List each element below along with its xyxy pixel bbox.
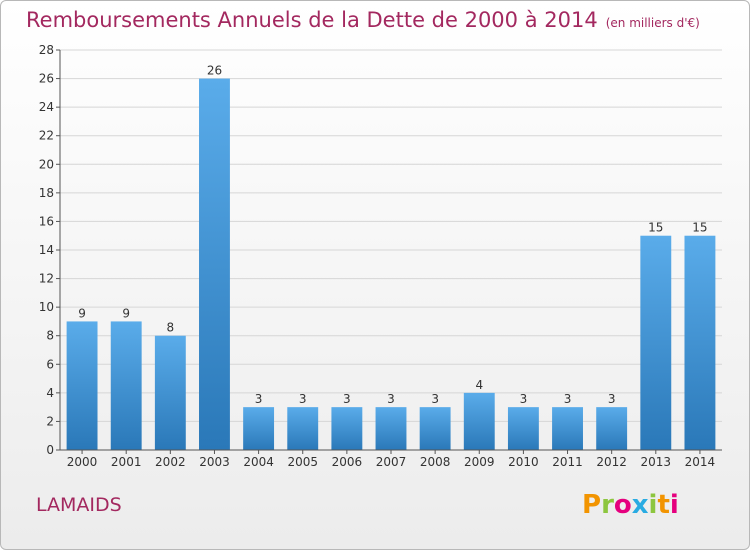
y-tick-label: 20 xyxy=(39,157,54,171)
data-label-2005: 3 xyxy=(299,392,307,406)
y-tick-label: 2 xyxy=(46,414,54,428)
bar-2014 xyxy=(684,235,716,450)
x-tick-label-2012: 2012 xyxy=(596,455,627,469)
bar-2008 xyxy=(419,407,451,450)
y-tick-label: 16 xyxy=(39,214,54,228)
x-tick-label-2014: 2014 xyxy=(685,455,716,469)
chart-title: Remboursements Annuels de la Dette de 20… xyxy=(26,8,700,32)
bar-2010 xyxy=(507,407,539,450)
logo-letter: i xyxy=(669,490,679,520)
unit-note: (en milliers d'€) xyxy=(605,16,700,30)
x-tick-label-2006: 2006 xyxy=(332,455,363,469)
place-name: LAMAIDS xyxy=(36,494,122,516)
x-tick-label-2005: 2005 xyxy=(287,455,318,469)
x-tick-label-2013: 2013 xyxy=(641,455,672,469)
bar-2009 xyxy=(463,392,495,450)
data-label-2007: 3 xyxy=(387,392,395,406)
x-tick-label-2008: 2008 xyxy=(420,455,451,469)
proxiti-logo: Proxiti xyxy=(582,490,679,520)
y-tick-label: 22 xyxy=(39,129,54,143)
x-tick-label-2003: 2003 xyxy=(199,455,230,469)
data-label-2010: 3 xyxy=(520,392,528,406)
y-tick-label: 14 xyxy=(39,243,54,257)
bar-2005 xyxy=(287,407,319,450)
bar-2013 xyxy=(640,235,672,450)
data-label-2014: 15 xyxy=(692,221,707,235)
data-label-2006: 3 xyxy=(343,392,351,406)
data-label-2011: 3 xyxy=(564,392,572,406)
y-tick-label: 4 xyxy=(46,386,54,400)
y-tick-label: 8 xyxy=(46,329,54,343)
data-label-2004: 3 xyxy=(255,392,263,406)
data-label-2009: 4 xyxy=(475,378,483,392)
logo-letter: o xyxy=(613,490,632,520)
x-tick-label-2000: 2000 xyxy=(67,455,98,469)
y-tick-label: 6 xyxy=(46,357,54,371)
x-tick-label-2002: 2002 xyxy=(155,455,186,469)
bar-2003 xyxy=(199,78,230,451)
x-tick-label-2010: 2010 xyxy=(508,455,539,469)
logo-letter: t xyxy=(657,490,670,520)
bars: 9 9 8 26 3 3 3 3 3 4 3 3 3 15 15 xyxy=(66,64,716,451)
data-label-2001: 9 xyxy=(122,306,130,320)
data-label-2008: 3 xyxy=(431,392,439,406)
x-tick-label-2009: 2009 xyxy=(464,455,495,469)
logo-letter: P xyxy=(582,490,602,520)
bar-2006 xyxy=(331,407,363,450)
data-label-2003: 26 xyxy=(207,64,222,78)
data-label-2013: 15 xyxy=(648,221,663,235)
bar-2000 xyxy=(66,321,98,450)
y-tick-label: 28 xyxy=(39,43,54,57)
bar-2001 xyxy=(110,321,142,450)
data-label-2000: 9 xyxy=(78,306,86,320)
y-tick-label: 10 xyxy=(39,300,54,314)
y-tick-label: 24 xyxy=(39,100,54,114)
x-tick-label-2011: 2011 xyxy=(552,455,583,469)
bar-2012 xyxy=(596,407,628,450)
data-label-2002: 8 xyxy=(167,321,175,335)
x-tick-label-2001: 2001 xyxy=(111,455,142,469)
bar-2004 xyxy=(243,407,275,450)
bar-2011 xyxy=(552,407,583,450)
x-tick-label-2007: 2007 xyxy=(376,455,407,469)
y-tick-label: 12 xyxy=(39,272,54,286)
bar-2002 xyxy=(154,335,186,450)
chart-title-text: Remboursements Annuels de la Dette de 20… xyxy=(26,8,598,32)
y-tick-label: 18 xyxy=(39,186,54,200)
logo-letter: i xyxy=(648,490,658,520)
logo-letter: x xyxy=(631,490,649,520)
logo-letter: r xyxy=(601,490,614,520)
y-tick-label: 26 xyxy=(39,72,54,86)
y-tick-label: 0 xyxy=(46,443,54,457)
data-label-2012: 3 xyxy=(608,392,616,406)
bar-2007 xyxy=(375,407,407,450)
x-tick-label-2004: 2004 xyxy=(243,455,274,469)
